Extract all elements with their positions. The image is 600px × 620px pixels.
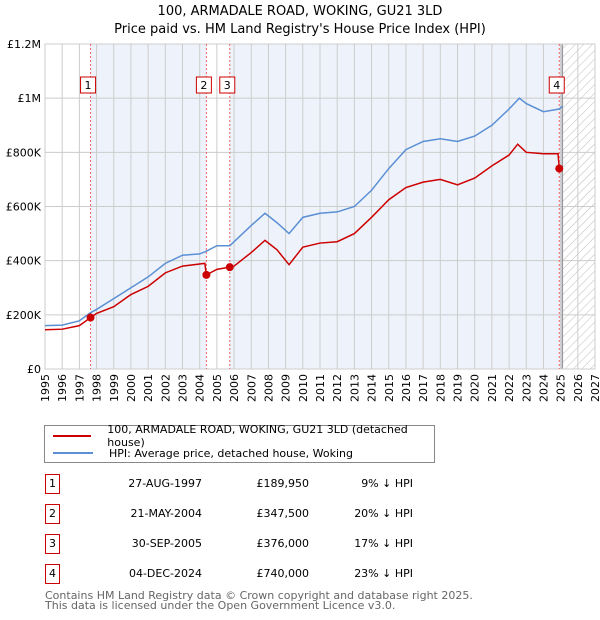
legend-label-hpi: HPI: Average price, detached house, Woki… [109, 446, 353, 460]
legend-swatch-property [53, 435, 92, 437]
x-tick-label: 2011 [314, 374, 327, 402]
x-tick-label: 2005 [211, 374, 224, 402]
sale-price: £740,000 [256, 567, 310, 580]
sale-hpi-diff: 17% ↓ HPI [354, 537, 413, 550]
x-tick-label: 1995 [39, 374, 52, 402]
x-tick-label: 2023 [520, 374, 533, 402]
sale-marker-label: 3 [224, 79, 231, 92]
x-tick-label: 2026 [572, 374, 585, 402]
x-tick-label: 1996 [56, 374, 69, 402]
x-tick-label: 2017 [417, 374, 430, 402]
legend-swatch-hpi [53, 452, 93, 454]
sale-row: 2 21-MAY-2004 £347,500 20% ↓ HPI [45, 504, 445, 524]
plot-border [44, 43, 596, 370]
x-tick-label: 2021 [486, 374, 499, 402]
sale-number: 1 [45, 474, 60, 494]
sale-row: 1 27-AUG-1997 £189,950 9% ↓ HPI [45, 474, 445, 494]
x-tick-label: 2027 [589, 374, 600, 402]
sale-point [86, 313, 95, 322]
sale-price: £376,000 [256, 537, 310, 550]
y-tick-label: £0 [27, 363, 41, 376]
sale-number: 2 [45, 504, 60, 524]
legend-label-property: 100, ARMADALE ROAD, WOKING, GU21 3LD (de… [107, 423, 408, 449]
y-tick-label: £400K [6, 255, 42, 268]
sale-number: 3 [45, 534, 60, 554]
chart-title: 100, ARMADALE ROAD, WOKING, GU21 3LD [157, 4, 443, 19]
x-tick-label: 2013 [348, 374, 361, 402]
sale-marker-box [80, 76, 97, 94]
x-tick-label: 2006 [228, 374, 241, 402]
legend-item-property: 100, ARMADALE ROAD, WOKING, GU21 3LD (de… [53, 423, 434, 449]
sale-date: 21-MAY-2004 [130, 507, 202, 520]
x-tick-label: 2016 [400, 374, 413, 402]
sale-marker-label: 2 [200, 79, 207, 92]
x-tick-label: 2014 [366, 374, 379, 402]
sale-marker-box [219, 76, 236, 94]
sale-date: 04-DEC-2024 [128, 567, 202, 580]
x-tick-label: 2010 [297, 374, 310, 402]
x-tick-label: 2003 [177, 374, 190, 402]
x-tick-label: 2024 [537, 374, 550, 402]
sale-point [202, 270, 211, 279]
x-tick-label: 2008 [262, 374, 275, 402]
sale-price: £347,500 [256, 507, 310, 520]
price-chart: 1995 1996 1997 1998 1999 2000 2001 2002 2003 2004… [6, 38, 600, 402]
x-tick-label: 2002 [159, 374, 172, 402]
x-tick-label: 2004 [194, 374, 207, 402]
footer-licence: This data is licensed under the Open Gov… [45, 599, 396, 612]
sale-hpi-diff: 23% ↓ HPI [354, 567, 413, 580]
sale-point [555, 164, 564, 173]
sale-row: 4 04-DEC-2024 £740,000 23% ↓ HPI [45, 564, 445, 584]
sale-point [225, 263, 234, 272]
x-tick-label: 1998 [91, 374, 104, 402]
x-tick-label: 1999 [108, 374, 121, 402]
y-tick-label: £1.2M [7, 38, 41, 51]
footer-copyright: Contains HM Land Registry data © Crown c… [45, 589, 473, 602]
hpi-line [44, 97, 563, 327]
x-tick-label: 2000 [125, 374, 138, 402]
sale-marker-box [548, 76, 565, 94]
x-tick-label: 2022 [503, 374, 516, 402]
y-tick-label: £200K [6, 309, 42, 322]
sale-marker-label: 1 [85, 79, 92, 92]
x-tick-label: 2025 [555, 374, 568, 402]
x-tick-label: 2019 [452, 374, 465, 402]
x-tick-label: 2015 [383, 374, 396, 402]
y-tick-label: £800K [6, 146, 42, 159]
y-tick-label: £1M [18, 92, 42, 105]
x-tick-label: 2018 [434, 374, 447, 402]
x-tick-label: 2009 [280, 374, 293, 402]
sale-date: 30-SEP-2005 [131, 537, 202, 550]
sale-marker-label: 4 [553, 79, 560, 92]
property-price-line [44, 143, 560, 331]
sale-marker-box [195, 76, 212, 94]
y-tick-label: £600K [6, 201, 42, 214]
x-tick-label: 1997 [73, 374, 86, 402]
chart-subtitle: Price paid vs. HM Land Registry's House … [114, 22, 486, 37]
x-tick-label: 2012 [331, 374, 344, 402]
sale-number: 4 [45, 564, 60, 584]
legend-item-hpi: HPI: Average price, detached house, Woki… [53, 445, 353, 461]
x-tick-label: 2020 [469, 374, 482, 402]
sale-price: £189,950 [256, 477, 310, 490]
sale-hpi-diff: 9% ↓ HPI [361, 477, 413, 490]
x-tick-label: 2007 [245, 374, 258, 402]
sale-date: 27-AUG-1997 [128, 477, 202, 490]
legend: 100, ARMADALE ROAD, WOKING, GU21 3LD (de… [44, 423, 435, 463]
sale-row: 3 30-SEP-2005 £376,000 17% ↓ HPI [45, 534, 445, 554]
x-tick-label: 2001 [142, 374, 155, 402]
sale-hpi-diff: 20% ↓ HPI [354, 507, 413, 520]
